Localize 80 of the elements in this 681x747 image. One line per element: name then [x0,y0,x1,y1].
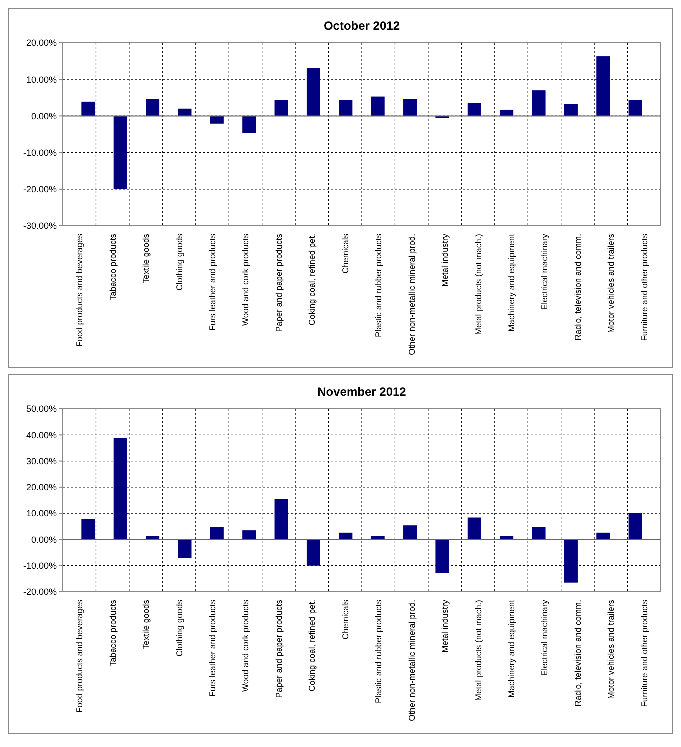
x-tick-label: Clothing goods [174,234,184,291]
y-tick-label: 0.00% [31,534,57,545]
y-tick-label: -20.00% [23,184,57,195]
x-tick-label: Furs leather and products [208,600,218,697]
bar [532,90,546,116]
x-tick-label: Other non-metallic mineral prod. [406,234,417,356]
x-tick-label: Clothing goods [174,600,184,657]
x-tick-label: Metal industry [440,233,450,287]
bar [82,519,96,540]
chart-title: October 2012 [324,19,400,33]
x-tick-label: Plastic and rubber products [374,234,384,338]
bar [436,540,450,574]
x-tick-label: Metal products (not mach.) [473,234,484,336]
x-tick-label: Plastic and rubber products [374,600,384,704]
bar [178,540,192,558]
y-tick-label: 20.00% [26,38,57,48]
x-tick-label: Furs leather and products [208,234,218,331]
x-tick-label: Machinery and equipment [506,233,516,332]
bar [274,499,288,540]
x-tick-label: Wood and cork products [240,600,251,692]
x-tick-label: Furniture and other products [639,600,650,708]
x-tick-label: Textile goods [141,600,152,650]
bar [532,527,546,540]
bar [564,104,578,116]
bar [210,116,224,124]
y-tick-label: 10.00% [26,74,57,85]
y-tick-label: -20.00% [23,587,57,598]
x-tick-label: Coking coal, refined pet. [307,234,318,326]
bar [82,102,96,116]
y-tick-label: 30.00% [26,456,57,466]
bar [596,56,610,116]
x-tick-label: Metal industry [440,599,450,653]
x-tick-label: Other non-metallic mineral prod. [406,600,417,722]
x-tick-label: Paper and paper products [274,234,284,332]
bar [468,518,482,540]
y-tick-label: 0.00% [31,111,57,122]
x-tick-label: Coking coal, refined pet. [307,600,318,692]
x-tick-label: Tabacco products [108,234,118,301]
y-tick-label: -30.00% [23,221,57,232]
bar [339,100,353,116]
y-tick-label: -10.00% [23,561,57,572]
x-tick-label: Tabacco products [108,600,118,667]
x-tick-label: Machinery and equipment [506,599,516,698]
y-tick-label: -10.00% [23,148,57,158]
bar [628,513,642,540]
bar [404,99,418,116]
x-tick-label: Electrical machinary [540,599,550,676]
bar [242,116,256,134]
x-tick-label: Motor vehicles and trailers [606,234,616,334]
bar [210,527,224,540]
x-tick-label: Radio, television and comm. [572,234,583,341]
bar [404,526,418,540]
bar [114,116,128,190]
y-tick-label: 50.00% [26,404,57,414]
x-tick-label: Furniture and other products [639,234,650,342]
x-tick-label: Electrical machinary [540,233,550,310]
bar [564,540,578,583]
x-tick-label: Food products and beverages [74,600,85,713]
bar [146,99,160,116]
bar [628,100,642,116]
y-tick-label: 10.00% [26,508,57,519]
y-tick-label: 40.00% [26,430,57,440]
bar [242,530,256,540]
x-tick-label: Chemicals [340,234,350,274]
x-tick-label: Radio, television and comm. [572,600,583,707]
x-tick-label: Chemicals [340,600,350,640]
chart-title: November 2012 [318,385,407,399]
bar [274,100,288,116]
bar [371,96,385,116]
bar [468,103,482,116]
x-tick-label: Motor vehicles and trailers [606,600,616,700]
x-tick-label: Wood and cork products [240,234,251,326]
x-tick-label: Metal products (not mach.) [473,600,484,702]
bar [114,438,128,540]
x-tick-label: Food products and beverages [74,234,85,347]
x-tick-label: Paper and paper products [274,600,284,698]
x-tick-label: Textile goods [141,234,152,284]
bar [306,68,320,116]
y-tick-label: 20.00% [26,482,57,493]
bar [306,540,320,566]
